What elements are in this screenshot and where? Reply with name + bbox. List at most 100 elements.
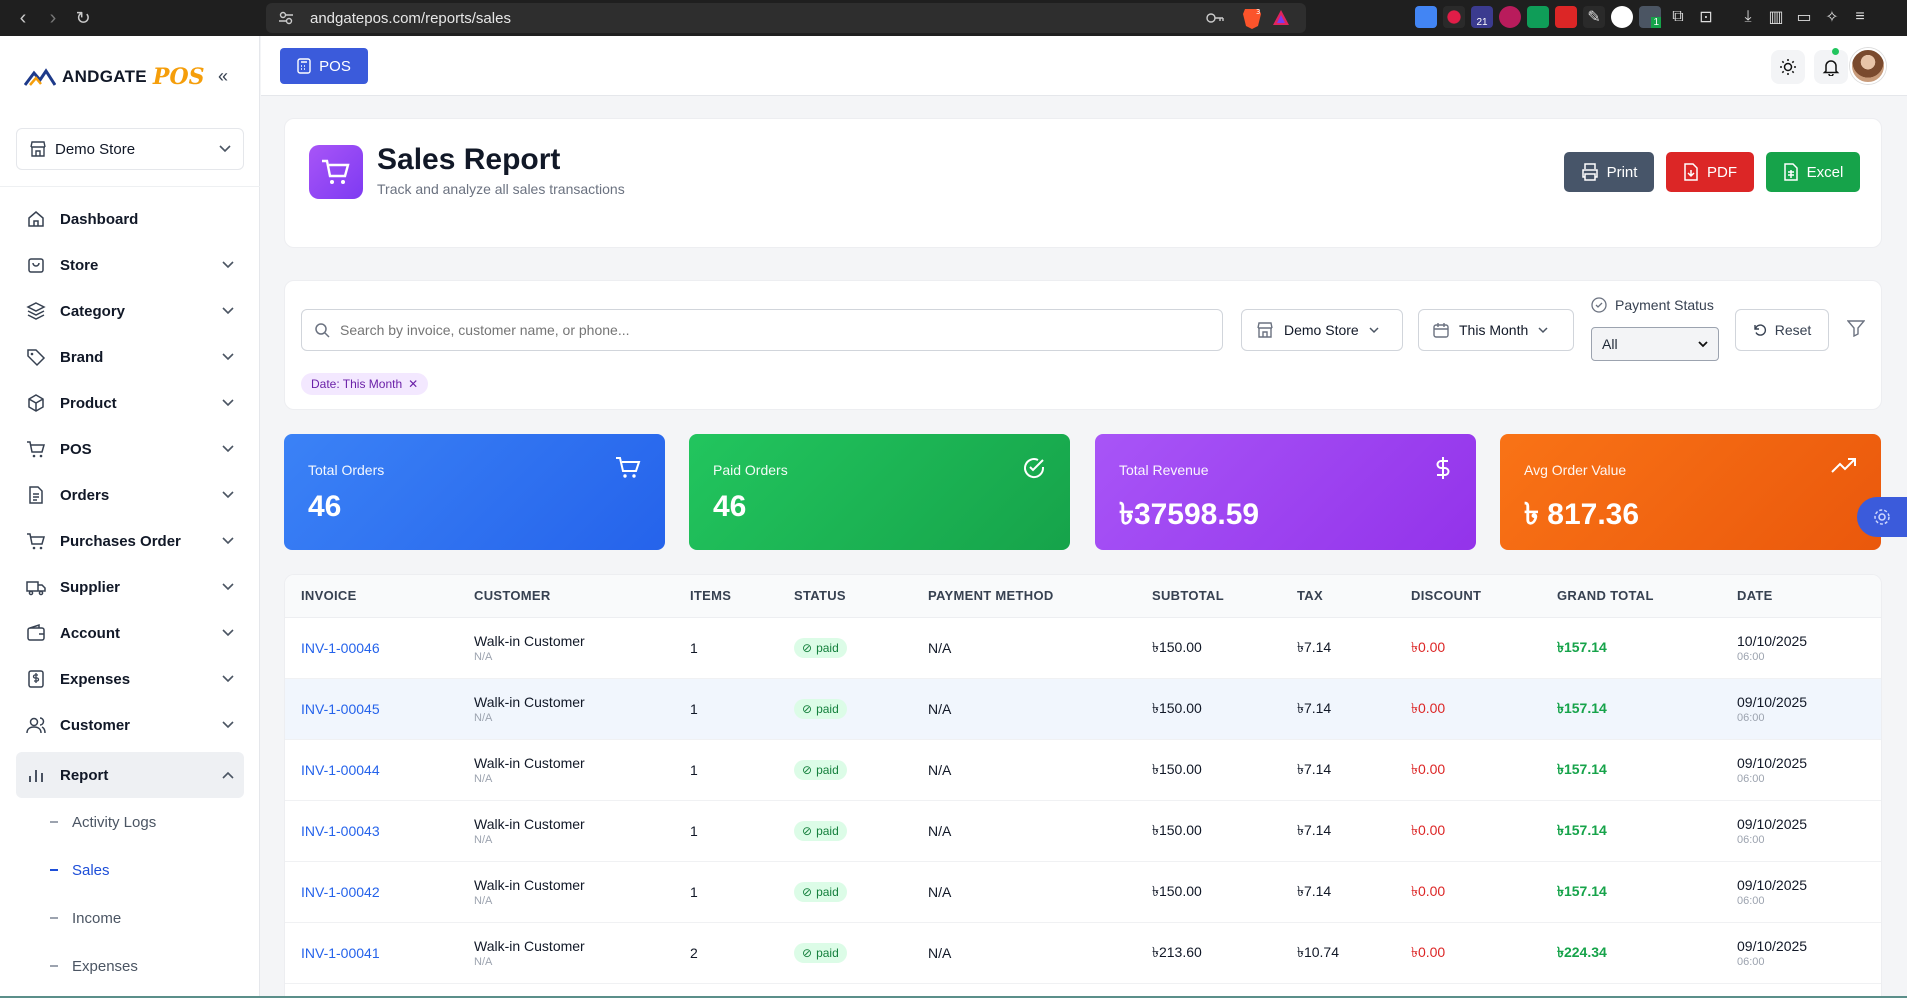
translate-ext-icon[interactable] bbox=[1415, 6, 1437, 28]
ublock-ext-icon[interactable] bbox=[1499, 6, 1521, 28]
date-range-dropdown[interactable]: This Month bbox=[1418, 309, 1574, 351]
menu-icon[interactable]: ≡ bbox=[1855, 8, 1865, 25]
users-icon bbox=[26, 717, 46, 734]
subnav-sales[interactable]: Sales bbox=[50, 846, 244, 894]
ext-icon-green-badge[interactable]: 1 bbox=[1639, 6, 1661, 28]
grand-total: ৳157.14 bbox=[1557, 760, 1607, 777]
site-settings-icon[interactable] bbox=[278, 10, 294, 26]
youtube-ext-icon[interactable] bbox=[1555, 6, 1577, 28]
sidebar-item-dashboard[interactable]: Dashboard bbox=[16, 196, 244, 242]
invoice-link[interactable]: INV-1-00044 bbox=[301, 761, 380, 778]
sidebar-item-report[interactable]: Report bbox=[16, 752, 244, 798]
invoice-link[interactable]: INV-1-00043 bbox=[301, 822, 380, 839]
sidebar-item-brand[interactable]: Brand bbox=[16, 334, 244, 380]
tax: ৳7.14 bbox=[1281, 739, 1395, 801]
ext-icon-red-dot[interactable] bbox=[1443, 6, 1465, 28]
box-icon bbox=[28, 394, 44, 412]
store-filter-dropdown[interactable]: Demo Store bbox=[1241, 309, 1403, 351]
table-row[interactable]: INV-1-00041 Walk-in Customer N/A 2 ⊘ paid … bbox=[285, 922, 1881, 984]
screenshot-ext-icon[interactable]: ⊡ bbox=[1699, 9, 1713, 26]
notifications-button[interactable] bbox=[1814, 50, 1848, 84]
subnav-activity-logs[interactable]: Activity Logs bbox=[50, 798, 244, 846]
sidebar-item-pos[interactable]: POS bbox=[16, 426, 244, 472]
col-payment-method[interactable]: PAYMENT METHOD bbox=[912, 575, 1136, 618]
collapse-sidebar-icon[interactable]: « bbox=[218, 66, 229, 86]
address-bar[interactable]: andgatepos.com/reports/sales 3 bbox=[266, 3, 1306, 33]
download-icon[interactable]: ⤓ bbox=[1744, 8, 1752, 25]
sidebar-item-store[interactable]: Store bbox=[16, 242, 244, 288]
col-date[interactable]: DATE bbox=[1721, 575, 1881, 618]
sidebar-item-expenses[interactable]: Expenses bbox=[16, 656, 244, 702]
subnav-expenses[interactable]: Expenses bbox=[50, 942, 244, 990]
status-text: paid bbox=[816, 701, 839, 716]
time: 06:00 bbox=[1737, 772, 1765, 785]
avatar[interactable] bbox=[1850, 48, 1886, 84]
ext-icon-badge[interactable]: 21 bbox=[1471, 6, 1493, 28]
wallet-icon[interactable]: ▭ bbox=[1796, 9, 1812, 26]
tax: ৳7.14 bbox=[1281, 861, 1395, 923]
table-row[interactable]: INV-1-00042 Walk-in Customer N/A 1 ⊘ paid … bbox=[285, 861, 1881, 923]
col-subtotal[interactable]: SUBTOTAL bbox=[1136, 575, 1281, 618]
table-row[interactable]: INV-1-00046 Walk-in Customer N/A 1 ⊘ paid … bbox=[285, 617, 1881, 679]
table-row[interactable]: INV-1-00043 Walk-in Customer N/A 1 ⊘ paid … bbox=[285, 800, 1881, 862]
col-tax[interactable]: TAX bbox=[1281, 575, 1395, 618]
sidebar-item-label: Product bbox=[60, 394, 117, 412]
col-invoice[interactable]: INVOICE bbox=[285, 575, 458, 618]
sidebar-item-orders[interactable]: Orders bbox=[16, 472, 244, 518]
puzzle-ext-icon[interactable]: ⧉ bbox=[1672, 8, 1684, 25]
sheets-ext-icon[interactable] bbox=[1527, 6, 1549, 28]
status-badge: ⊘ paid bbox=[794, 820, 847, 841]
sidebar-item-purchases-order[interactable]: Purchases Order bbox=[16, 518, 244, 564]
pdf-label: PDF bbox=[1707, 163, 1737, 181]
subnav-income[interactable]: Income bbox=[50, 894, 244, 942]
search-input[interactable] bbox=[340, 322, 1200, 338]
payment-status-select[interactable]: All bbox=[1591, 327, 1719, 361]
reload-icon[interactable]: ↻ bbox=[75, 7, 91, 28]
close-icon[interactable]: ✕ bbox=[408, 377, 419, 391]
password-key-icon[interactable] bbox=[1206, 11, 1224, 25]
leo-ai-icon[interactable]: ✧ bbox=[1825, 9, 1839, 26]
sidebar-item-category[interactable]: Category bbox=[16, 288, 244, 334]
active-filter-chip[interactable]: Date: This Month ✕ bbox=[301, 373, 429, 395]
invoice-link[interactable]: INV-1-00042 bbox=[301, 883, 380, 900]
col-customer[interactable]: CUSTOMER bbox=[458, 575, 674, 618]
brave-rewards-icon[interactable] bbox=[1272, 9, 1290, 27]
printer-icon bbox=[1581, 163, 1598, 181]
table-row[interactable]: INV-1-00044 Walk-in Customer N/A 1 ⊘ paid … bbox=[285, 739, 1881, 801]
invoice-link[interactable]: INV-1-00041 bbox=[301, 944, 380, 961]
col-grand-total[interactable]: GRAND TOTAL bbox=[1541, 575, 1721, 618]
filter-icon[interactable] bbox=[1846, 319, 1866, 342]
invoice-link[interactable]: INV-1-00046 bbox=[301, 639, 380, 656]
brave-shield-icon[interactable]: 3 bbox=[1242, 7, 1262, 29]
theme-toggle-button[interactable] bbox=[1771, 50, 1805, 84]
app-logo[interactable]: ANDGATE POS bbox=[24, 64, 205, 90]
excel-button[interactable]: Excel bbox=[1766, 152, 1860, 192]
eyedropper-ext-icon[interactable]: ✎ bbox=[1583, 6, 1605, 28]
invoice-link[interactable]: INV-1-00045 bbox=[301, 700, 380, 717]
sidebar-item-supplier[interactable]: Supplier bbox=[16, 564, 244, 610]
sidebar-item-account[interactable]: Account bbox=[16, 610, 244, 656]
items-count: 1 bbox=[674, 678, 778, 740]
pdf-button[interactable]: PDF bbox=[1666, 152, 1754, 192]
pos-button[interactable]: POS bbox=[280, 48, 368, 84]
dollar-doc-icon bbox=[28, 670, 44, 688]
col-status[interactable]: STATUS bbox=[778, 575, 912, 618]
ext-icon-p[interactable] bbox=[1611, 6, 1633, 28]
sidebar-toggle-icon[interactable]: ▥ bbox=[1768, 9, 1784, 26]
col-discount[interactable]: DISCOUNT bbox=[1395, 575, 1541, 618]
forward-icon[interactable]: › bbox=[49, 6, 57, 29]
store-selector[interactable]: Demo Store bbox=[16, 128, 244, 170]
table-row[interactable]: INV-1-00045 Walk-in Customer N/A 1 ⊘ paid … bbox=[285, 678, 1881, 740]
settings-fab[interactable] bbox=[1857, 497, 1907, 537]
reset-button[interactable]: Reset bbox=[1735, 309, 1829, 351]
sidebar-item-customer[interactable]: Customer bbox=[16, 702, 244, 748]
spreadsheet-icon bbox=[1783, 163, 1798, 181]
status-badge: ⊘ paid bbox=[794, 698, 847, 719]
check-circle-icon bbox=[1024, 458, 1045, 479]
sidebar-item-product[interactable]: Product bbox=[16, 380, 244, 426]
col-items[interactable]: ITEMS bbox=[674, 575, 778, 618]
subtotal: ৳150.00 bbox=[1136, 617, 1281, 679]
search-box[interactable] bbox=[301, 309, 1223, 351]
back-icon[interactable]: ‹ bbox=[19, 6, 27, 29]
print-button[interactable]: Print bbox=[1564, 152, 1654, 192]
